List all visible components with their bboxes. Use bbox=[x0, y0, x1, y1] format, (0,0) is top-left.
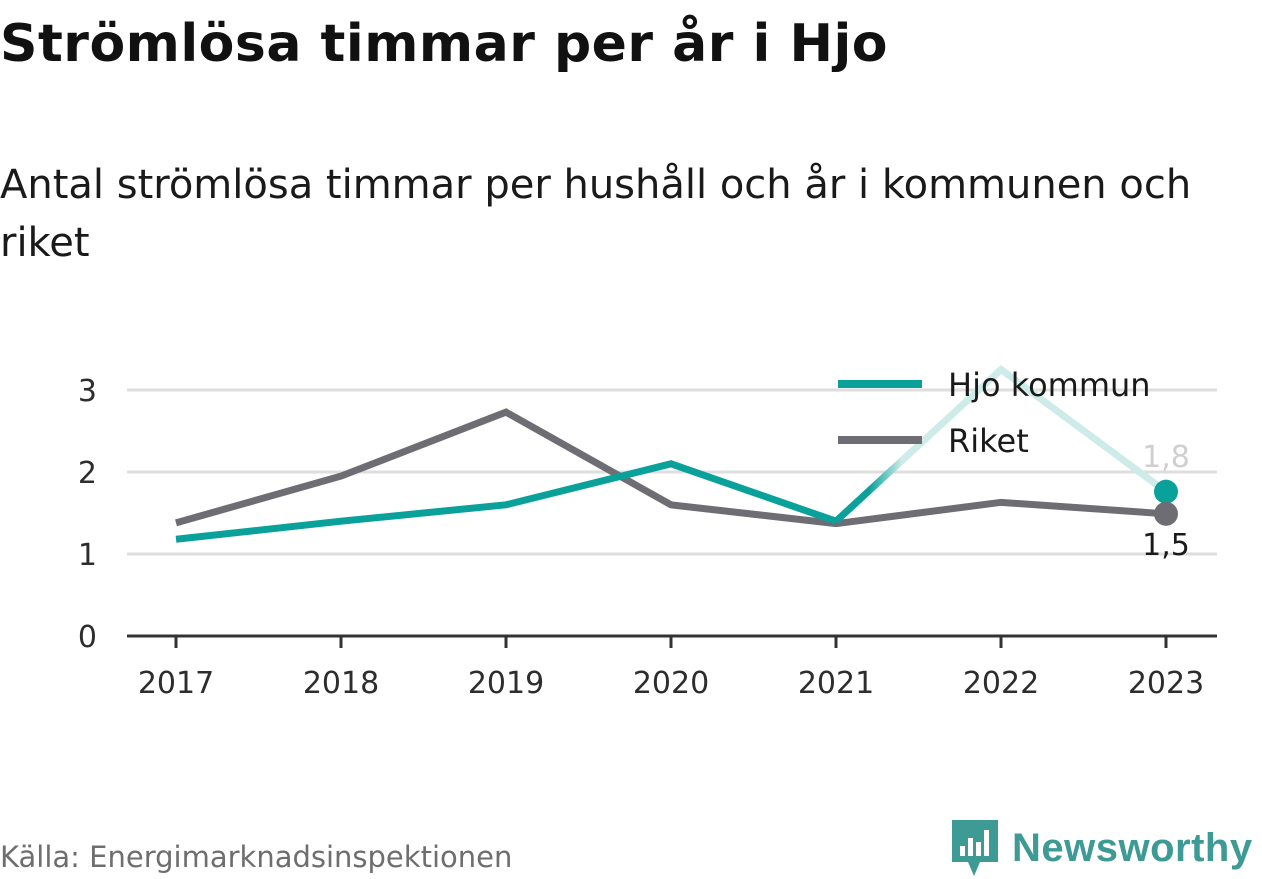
series-line-hjo-kommun-highlight bbox=[833, 364, 1169, 524]
series-lines bbox=[175, 364, 1178, 543]
source-note: Källa: Energimarknadsinspektionen bbox=[0, 840, 513, 874]
x-tick-label: 2020 bbox=[633, 666, 709, 701]
legend-label: Riket bbox=[948, 422, 1029, 460]
end-point-hjo-kommun bbox=[1154, 479, 1178, 504]
x-tick-label: 2017 bbox=[138, 666, 214, 701]
x-tick-label: 2023 bbox=[1128, 666, 1204, 701]
end-point-riket bbox=[1154, 501, 1178, 526]
brand-name: Newsworthy bbox=[1012, 825, 1253, 870]
y-tick-label: 1 bbox=[78, 538, 97, 573]
legend: Hjo kommun Riket bbox=[838, 366, 1151, 460]
brand: Newsworthy bbox=[950, 818, 1253, 878]
end-label-hjo-kommun: 1,8 bbox=[1142, 440, 1190, 475]
end-label-riket: 1,5 bbox=[1142, 528, 1190, 563]
series-line-hjo-kommun bbox=[175, 460, 838, 543]
series-line-riket bbox=[175, 408, 1167, 528]
chart-subtitle: Antal strömlösa timmar per hushåll och å… bbox=[0, 162, 1192, 266]
newsworthy-logo-icon bbox=[952, 820, 998, 876]
x-axis-ticks: 2017 2018 2019 2020 2021 2022 2023 bbox=[138, 636, 1204, 701]
y-tick-label: 0 bbox=[78, 620, 97, 655]
gridlines bbox=[127, 388, 1217, 556]
y-axis-ticks: 0 1 2 3 bbox=[78, 374, 97, 655]
x-tick-label: 2021 bbox=[798, 666, 874, 701]
x-tick-label: 2022 bbox=[963, 666, 1039, 701]
y-tick-label: 2 bbox=[78, 456, 97, 491]
legend-label: Hjo kommun bbox=[948, 366, 1151, 404]
y-tick-label: 3 bbox=[78, 374, 97, 409]
end-labels: 1,8 1,5 bbox=[1142, 440, 1190, 563]
x-tick-label: 2019 bbox=[468, 666, 544, 701]
x-tick-label: 2018 bbox=[303, 666, 379, 701]
chart-title: Strömlösa timmar per år i Hjo bbox=[0, 14, 889, 74]
